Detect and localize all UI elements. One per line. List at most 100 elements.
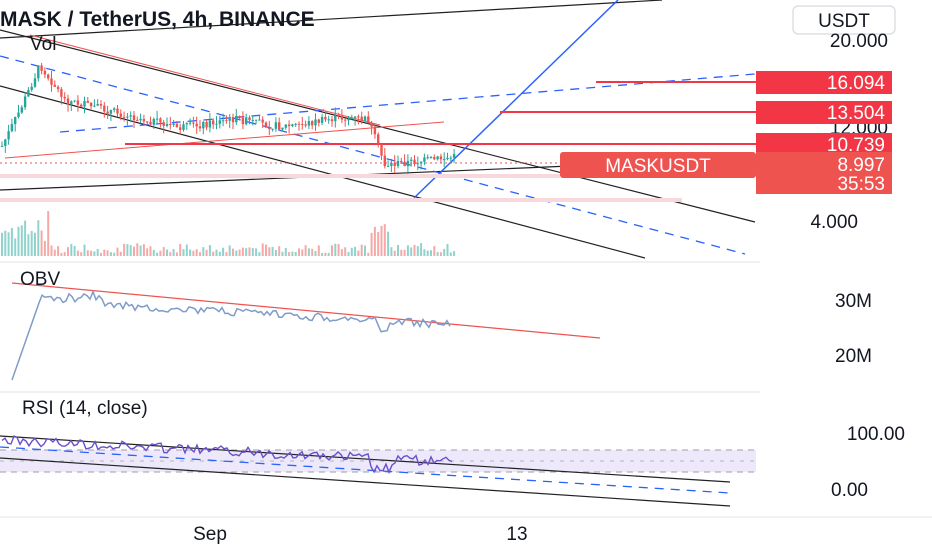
volume-bar xyxy=(166,249,168,256)
level-tag-3-text: 10.739 xyxy=(827,135,885,156)
candle-body xyxy=(301,124,304,126)
candle-body xyxy=(119,113,122,117)
volume-bar xyxy=(182,249,185,256)
volume-bar xyxy=(288,252,291,256)
level-tag-1 xyxy=(756,71,892,94)
candle-body xyxy=(27,89,30,97)
candle-body xyxy=(311,121,314,126)
candle-body xyxy=(93,105,96,107)
candle-body xyxy=(261,119,264,123)
candle-body xyxy=(182,124,185,130)
candle-body xyxy=(208,120,212,128)
candle-body xyxy=(155,118,159,120)
candle-body xyxy=(106,111,109,114)
candle-body xyxy=(99,103,103,106)
channel-upper-trendline xyxy=(0,29,756,223)
volume-bar xyxy=(86,250,89,256)
volume-bar xyxy=(53,249,56,256)
volume-bar xyxy=(149,246,152,256)
candle-body xyxy=(337,115,340,117)
candle-body xyxy=(139,118,142,121)
candle-body xyxy=(380,143,383,156)
candle-body xyxy=(73,100,76,102)
candle-body xyxy=(185,123,188,125)
candle-body xyxy=(436,156,439,160)
volume-bar xyxy=(271,246,274,256)
volume-bar xyxy=(393,250,396,256)
candle-body xyxy=(344,119,347,121)
volume-bar xyxy=(350,247,353,256)
candle-body xyxy=(146,121,149,123)
last-price-text: 8.997 xyxy=(837,155,885,176)
volume-bar xyxy=(245,248,248,256)
candle-body xyxy=(410,159,413,161)
volume-bar xyxy=(291,251,294,256)
red-trendline xyxy=(4,121,445,159)
volume-bar xyxy=(400,249,403,256)
currency-button[interactable] xyxy=(792,5,896,35)
candle-body xyxy=(416,163,419,165)
candle-body xyxy=(53,84,56,87)
candle-body xyxy=(231,117,235,123)
volume-bar xyxy=(443,248,446,256)
candle-body xyxy=(109,110,113,114)
volume-bar xyxy=(238,249,241,256)
candle-body xyxy=(235,115,238,123)
candle-body xyxy=(80,104,83,107)
volume-bar xyxy=(50,245,53,256)
volume-bar xyxy=(284,248,287,256)
volume-bar xyxy=(57,246,60,256)
volume-bar xyxy=(416,246,419,256)
volume-bar xyxy=(73,245,76,256)
volume-bar xyxy=(116,247,119,256)
candle-body xyxy=(47,74,50,79)
candle-body xyxy=(433,157,436,160)
candle-body xyxy=(83,100,86,107)
candle-body xyxy=(129,115,132,117)
candle-body xyxy=(386,165,390,167)
candle-body xyxy=(271,128,274,130)
candle-body xyxy=(169,123,172,125)
volume-bar xyxy=(364,245,366,256)
volume-bar xyxy=(90,250,93,256)
volume-bar xyxy=(80,252,83,256)
volume-bar xyxy=(76,250,79,256)
volume-bar xyxy=(357,250,360,256)
candle-body xyxy=(281,127,284,130)
volume-bar xyxy=(202,247,205,256)
volume-bar xyxy=(222,247,225,256)
volume-bar xyxy=(133,246,135,256)
candle-body xyxy=(314,119,317,126)
volume-bar xyxy=(1,232,3,256)
candle-body xyxy=(14,117,17,125)
volume-bar xyxy=(311,248,314,256)
candle-body xyxy=(443,159,446,161)
candle-body xyxy=(113,108,116,111)
candle-body xyxy=(390,162,393,166)
volume-bar xyxy=(60,252,63,256)
candle-body xyxy=(452,154,456,158)
candle-body xyxy=(205,121,208,128)
price-tick-4: 4.000 xyxy=(810,212,858,233)
candle-body xyxy=(248,117,251,121)
candle-body xyxy=(446,157,449,160)
candle-body xyxy=(241,117,245,125)
candle-body xyxy=(221,120,225,122)
volume-bar xyxy=(37,220,40,256)
volume-bar xyxy=(14,238,17,256)
volume-bar xyxy=(185,244,188,256)
candle-body xyxy=(37,65,40,79)
candle-body xyxy=(149,121,152,125)
candles-layer xyxy=(0,62,456,175)
candle-body xyxy=(10,124,14,132)
volume-bar xyxy=(192,250,195,256)
volume-bar xyxy=(47,210,50,256)
candle-body xyxy=(198,126,202,129)
candle-body xyxy=(152,118,155,125)
blue-rising-trendline xyxy=(413,0,619,199)
volume-bar xyxy=(43,240,46,256)
candle-body xyxy=(188,122,192,124)
volume-bar xyxy=(380,225,383,256)
volume-bar xyxy=(370,232,373,256)
symbol-tag xyxy=(560,152,756,178)
